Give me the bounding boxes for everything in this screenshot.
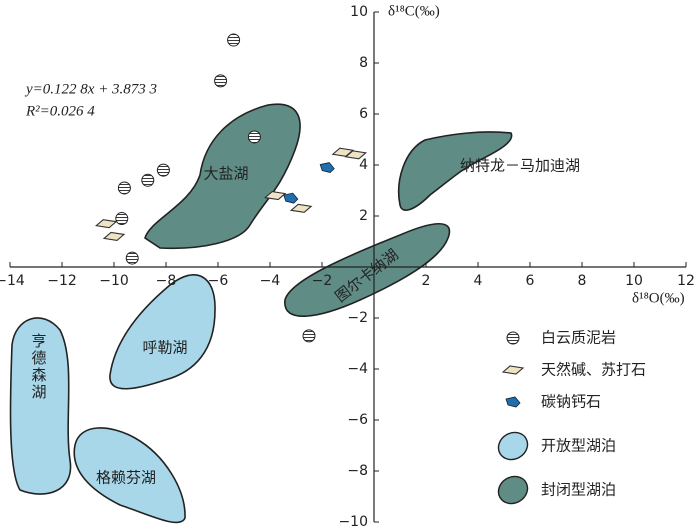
lake-region <box>398 131 513 211</box>
lake-region <box>284 222 451 318</box>
annotation: R²=0.026 4 <box>25 103 95 119</box>
y-tick-label: −10 <box>338 514 368 530</box>
dolomite-point <box>115 212 129 226</box>
legend-label: 天然碱、苏打石 <box>541 361 646 379</box>
x-tick-label: −10 <box>99 273 129 289</box>
dolomite-point <box>247 130 261 144</box>
legend-label: 封闭型湖泊 <box>541 481 616 499</box>
dolomite-point <box>125 251 139 265</box>
legend-swatch <box>497 431 529 461</box>
x-tick-label: 4 <box>474 273 483 289</box>
x-axis-label: δ¹⁸O(‰) <box>632 290 685 306</box>
lake-label: 大盐湖 <box>203 165 248 183</box>
y-tick-label: 4 <box>359 157 368 173</box>
lake-region <box>144 103 301 250</box>
dolomite-point <box>156 163 170 177</box>
x-tick-label: 12 <box>677 273 695 289</box>
lake-label: 呼勒湖 <box>142 339 187 357</box>
dolomite-point <box>506 331 520 345</box>
plot-layer <box>94 33 368 343</box>
trona-point <box>263 191 287 201</box>
dolomite-point <box>302 329 316 343</box>
x-tick-label: −6 <box>208 273 229 289</box>
dolomite-point <box>227 33 241 47</box>
lake-region <box>9 317 72 495</box>
y-axis-label: δ¹⁸C(‰) <box>388 3 440 19</box>
y-tick-label: 6 <box>359 106 368 122</box>
trona-point <box>94 219 118 229</box>
y-tick-label: 10 <box>350 4 368 20</box>
x-tick-label: −4 <box>260 273 281 289</box>
lake-region <box>73 427 186 524</box>
lake-label: 格赖芬湖 <box>96 469 156 487</box>
x-tick-label: 6 <box>526 273 535 289</box>
x-tick-label: −2 <box>312 273 333 289</box>
y-tick-label: −4 <box>347 361 368 377</box>
y-tick-label: −2 <box>347 310 368 326</box>
trona-point <box>344 150 368 160</box>
x-tick-label: 8 <box>578 273 587 289</box>
legend-swatch <box>497 475 529 505</box>
x-tick-label: −12 <box>47 273 77 289</box>
trona-point <box>289 203 313 213</box>
trona-point <box>501 365 525 375</box>
lake-region <box>109 274 216 390</box>
dolomite-point <box>214 74 228 88</box>
lake-label: 亨德森湖 <box>30 333 48 401</box>
y-tick-label: 8 <box>359 55 368 71</box>
annotation: y=0.122 8x + 3.873 3 <box>24 81 157 97</box>
y-tick-label: −8 <box>347 463 368 479</box>
lake-label: 纳特龙－马加迪湖 <box>460 157 580 175</box>
legend-label: 碳钠钙石 <box>541 393 601 411</box>
y-tick-label: 2 <box>359 208 368 224</box>
dolomite-point <box>141 173 155 187</box>
legend-label: 开放型湖泊 <box>541 437 616 455</box>
x-tick-label: −14 <box>0 273 25 289</box>
calcite-point <box>319 162 335 173</box>
x-tick-label: 2 <box>422 273 431 289</box>
legend-label: 白云质泥岩 <box>541 329 616 347</box>
calcite-point <box>505 396 521 408</box>
x-tick-label: −8 <box>156 273 177 289</box>
dolomite-point <box>117 181 131 195</box>
calcite-point <box>283 192 299 204</box>
y-tick-label: −6 <box>347 412 368 428</box>
trona-point <box>102 231 126 241</box>
x-tick-label: 10 <box>625 273 643 289</box>
